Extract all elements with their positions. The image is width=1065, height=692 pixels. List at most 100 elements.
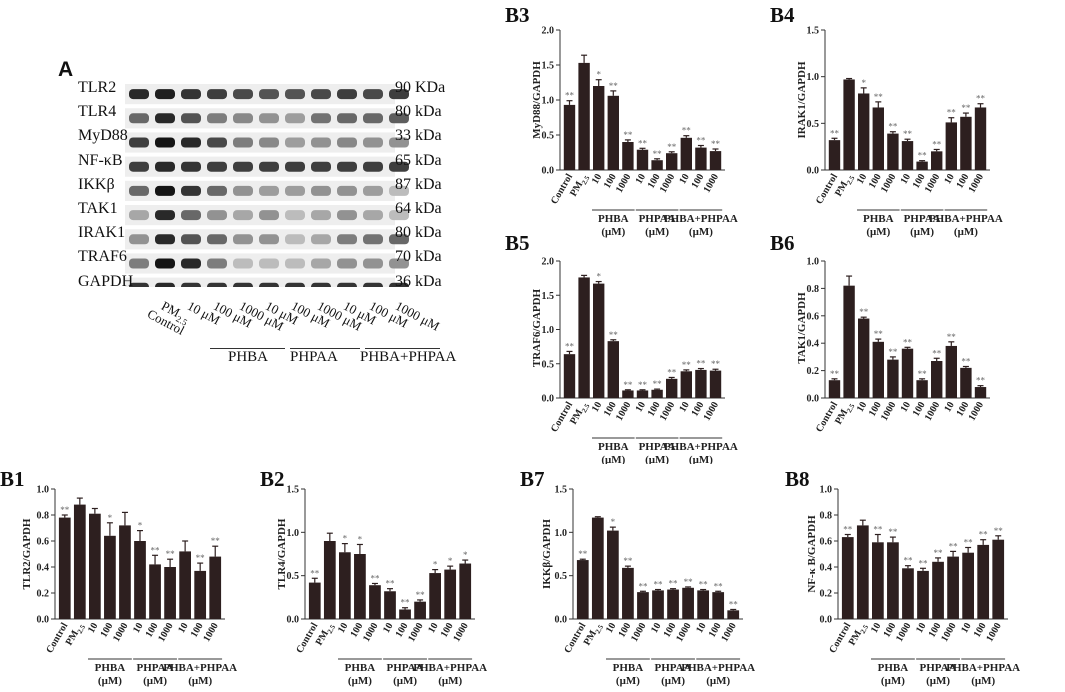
- y-tick-label: 0.5: [807, 119, 820, 130]
- bar: [902, 568, 914, 619]
- bar: [563, 104, 576, 170]
- significance-mark: **: [932, 139, 942, 149]
- y-axis-label: NF-κ B/GAPDH: [806, 515, 818, 593]
- group-unit: (μM): [661, 675, 685, 687]
- x-tick-label: 1000: [923, 172, 943, 195]
- group-label: PHBA: [878, 662, 909, 674]
- group-label: PHBA: [613, 662, 644, 674]
- significance-mark: **: [310, 568, 320, 578]
- significance-mark: **: [949, 541, 959, 551]
- significance-mark: **: [623, 556, 633, 566]
- bar: [916, 380, 928, 398]
- blot-band: [285, 185, 305, 196]
- blot-protein-label: MyD88: [78, 127, 128, 145]
- x-tick-label: 1000: [614, 172, 634, 195]
- group-label: PHPAA: [920, 662, 957, 674]
- y-tick-label: 0.5: [555, 571, 568, 582]
- bar: [194, 570, 207, 619]
- significance-mark: **: [830, 128, 840, 138]
- group-unit: (μM): [881, 675, 905, 687]
- y-tick-label: 0.6: [820, 537, 833, 548]
- significance-mark: **: [370, 573, 380, 583]
- blot-band: [233, 89, 253, 100]
- significance-mark: **: [696, 136, 706, 146]
- x-tick-label: 10: [942, 172, 957, 186]
- bar: [622, 567, 634, 619]
- group-unit: (μM): [706, 675, 730, 687]
- blot-band: [155, 137, 175, 148]
- bar: [593, 86, 605, 170]
- blot-band: [233, 185, 253, 196]
- blot-band: [389, 113, 409, 124]
- blot-band: [363, 89, 383, 100]
- blot-group-label: PHBA: [228, 349, 269, 365]
- blot-size-label: 90 KDa: [395, 79, 446, 96]
- chart-title: B4: [770, 3, 795, 27]
- blot-band: [155, 161, 175, 172]
- chart-b5-traf6: B5TRAF6/GAPDH0.00.51.01.52.0**ControlPM2…: [505, 231, 738, 464]
- significance-mark: **: [979, 530, 989, 540]
- blot-band: [311, 161, 331, 172]
- blot-band: [259, 185, 279, 196]
- blot-band: [129, 89, 149, 100]
- bar: [858, 93, 870, 170]
- bar: [682, 587, 694, 619]
- group-unit: (μM): [601, 226, 625, 238]
- significance-mark: **: [903, 337, 913, 347]
- bar: [974, 387, 987, 398]
- blot-band: [363, 161, 383, 172]
- x-tick-label: 10: [649, 621, 664, 635]
- x-tick-label: 10: [590, 172, 605, 186]
- bar: [695, 147, 707, 170]
- bar: [709, 151, 722, 170]
- chart-b4-irak1: B4IRAK1/GAPDH0.00.51.01.5**ControlPM2.5*…: [770, 3, 1003, 238]
- x-tick-label: 1000: [658, 172, 678, 195]
- chart-title: B2: [260, 467, 285, 491]
- significance-mark: **: [859, 307, 869, 317]
- significance-mark: **: [918, 369, 928, 379]
- blot-band: [181, 137, 201, 148]
- x-tick-label: 1000: [361, 621, 381, 644]
- bar: [636, 149, 649, 170]
- x-tick-label: 1000: [923, 400, 943, 423]
- chart-b3-myd88: B3MyD88/GAPDH0.00.51.01.52.0**ControlPM2…: [505, 3, 738, 238]
- blot-band: [311, 185, 331, 196]
- bar: [666, 153, 678, 170]
- significance-mark: **: [903, 129, 913, 139]
- significance-mark: **: [416, 590, 426, 600]
- blot-band: [285, 89, 305, 100]
- significance-mark: **: [653, 379, 663, 389]
- x-tick-label: 10: [131, 621, 146, 635]
- significance-mark: **: [711, 139, 721, 149]
- blot-band: [363, 210, 383, 221]
- x-tick-label: 10: [604, 621, 619, 635]
- group-unit: (μM): [438, 675, 462, 687]
- blot-band: [285, 137, 305, 148]
- group-label: PHBA: [345, 662, 376, 674]
- chart-title: B3: [505, 3, 530, 27]
- blot-band: [181, 161, 201, 172]
- bar: [637, 592, 649, 619]
- blot-group-line: [210, 348, 285, 349]
- blot-band: [337, 161, 357, 172]
- chart-b7-ikkb: B7IKKβ/GAPDH0.00.51.01.5**ControlPM2.5*1…: [520, 467, 755, 687]
- blot-size-label: 36 kDa: [395, 272, 442, 290]
- blot-band: [181, 210, 201, 221]
- significance-mark: **: [699, 580, 709, 590]
- y-tick-label: 0.0: [542, 166, 555, 177]
- blot-band: [207, 210, 227, 221]
- x-tick-label: 1000: [658, 400, 678, 423]
- blot-protein-label: TRAF6: [78, 248, 127, 266]
- blot-band: [389, 137, 409, 148]
- x-tick-label: 10: [176, 621, 191, 635]
- y-tick-label: 0.8: [820, 511, 833, 522]
- x-tick-label: 10: [942, 400, 957, 414]
- blot-band: [181, 282, 201, 287]
- bar: [828, 380, 841, 398]
- blot-band: [285, 161, 305, 172]
- bar: [636, 390, 649, 398]
- chart-title: B7: [520, 467, 545, 491]
- x-tick-label: 1000: [967, 172, 987, 195]
- bar: [916, 161, 928, 170]
